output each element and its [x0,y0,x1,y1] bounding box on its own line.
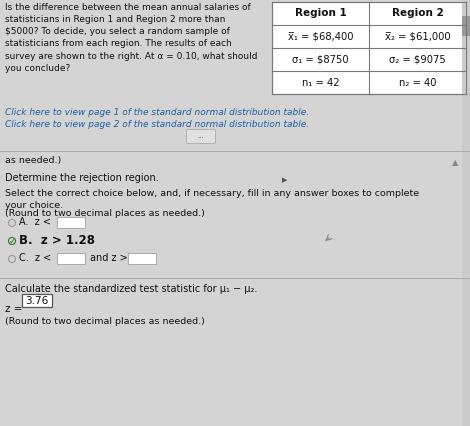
FancyBboxPatch shape [187,130,216,144]
Bar [128,253,156,264]
Text: σ₂ = $9075: σ₂ = $9075 [389,55,446,64]
Bar [462,0,470,426]
Text: ▲: ▲ [452,158,458,167]
Text: A.  z <: A. z < [19,217,51,227]
Text: Is the difference between the mean annual salaries of
statisticians in Region 1 : Is the difference between the mean annua… [5,3,258,73]
Text: x̅₂ = $61,000: x̅₂ = $61,000 [384,32,450,41]
Text: Determine the rejection region.: Determine the rejection region. [5,173,159,183]
Text: B.  z > 1.28: B. z > 1.28 [19,233,95,247]
Text: C.  z <: C. z < [19,253,51,263]
Bar [57,253,85,264]
Text: σ₁ = $8750: σ₁ = $8750 [292,55,349,64]
Text: 3.76: 3.76 [25,296,48,305]
Text: Click here to view page 1 of the standard normal distribution table.: Click here to view page 1 of the standar… [5,108,309,117]
Text: n₂ = 40: n₂ = 40 [399,78,436,87]
Bar [272,2,466,94]
Bar [22,294,52,307]
Text: (Round to two decimal places as needed.): (Round to two decimal places as needed.) [5,209,205,218]
Text: Click here to view page 2 of the standard normal distribution table.: Click here to view page 2 of the standar… [5,120,309,129]
Text: (Round to two decimal places as needed.): (Round to two decimal places as needed.) [5,317,205,326]
Bar [462,16,470,36]
Text: ✓: ✓ [8,236,16,245]
Text: n₁ = 42: n₁ = 42 [302,78,339,87]
Text: Region 1: Region 1 [295,9,346,18]
Text: and z >: and z > [90,253,128,263]
Bar [57,217,85,228]
Text: Calculate the standardized test statistic for μ₁ − μ₂.: Calculate the standardized test statisti… [5,284,258,294]
Text: ▶: ▶ [282,177,288,183]
Text: Region 2: Region 2 [392,9,443,18]
Text: z =: z = [5,304,23,314]
Text: ...: ... [197,133,204,139]
Text: as needed.): as needed.) [5,156,61,165]
Text: x̅₁ = $68,400: x̅₁ = $68,400 [288,32,353,41]
Text: Select the correct choice below, and, if necessary, fill in any answer boxes to : Select the correct choice below, and, if… [5,189,419,210]
